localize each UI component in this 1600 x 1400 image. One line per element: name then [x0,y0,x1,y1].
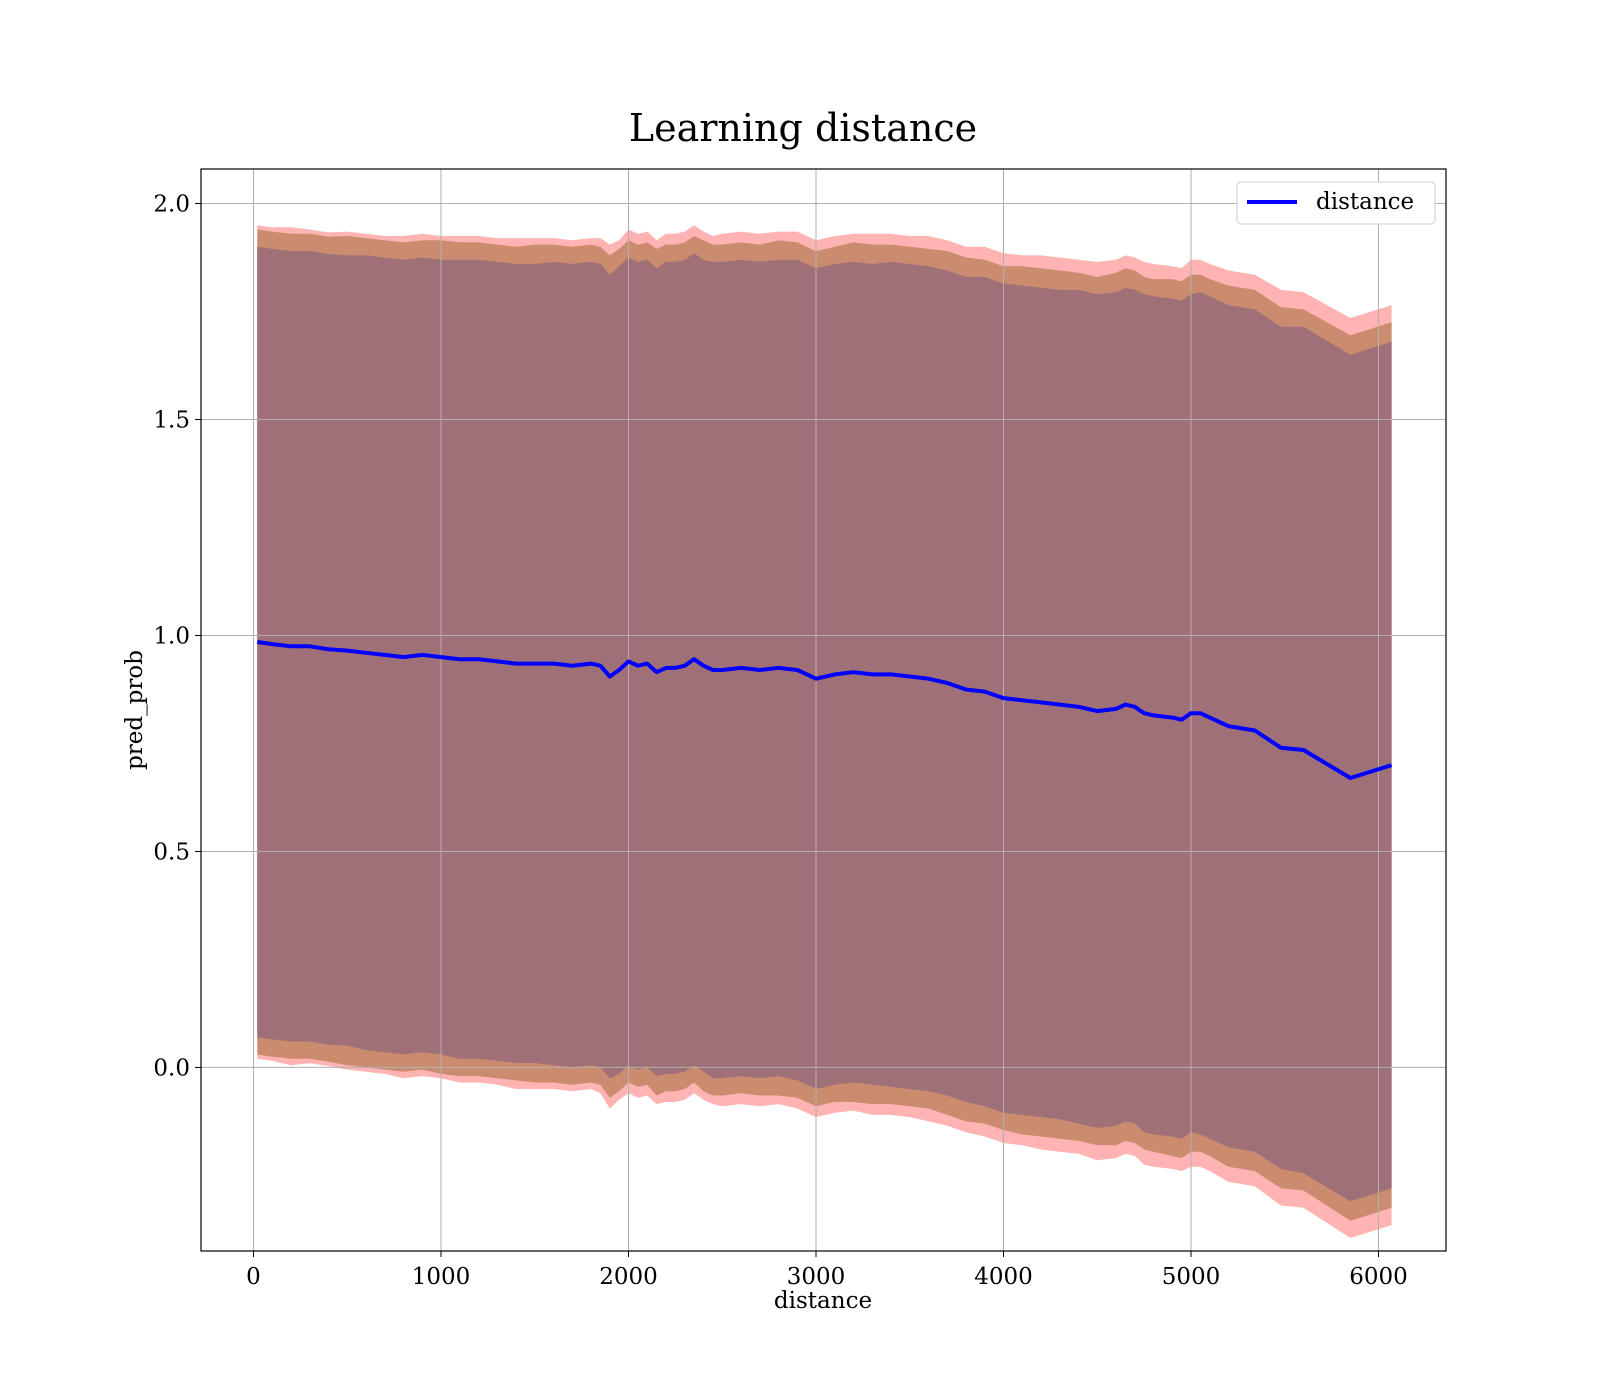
y-tick-label: 2.0 [153,192,190,218]
x-tick-label: 5000 [1162,1264,1221,1290]
legend: distance [1236,181,1436,225]
series-line-distance [257,640,1393,780]
x-axis-ticks: 0 1000 2000 3000 4000 5000 6000 [246,1251,1408,1290]
x-tick-label: 2000 [599,1264,658,1290]
x-tick-label: 6000 [1349,1264,1408,1290]
x-tick-label: 3000 [787,1264,846,1290]
chart-title: Learning distance [629,106,977,150]
x-tick-label: 4000 [974,1264,1033,1290]
plot-frame [200,168,1447,1252]
y-tick-label: 0.0 [153,1055,190,1081]
grid-lines [201,169,1446,1251]
series-layer [257,640,1393,780]
y-tick-label: 1.0 [153,623,190,649]
band-main [257,246,1392,1202]
legend-box [1236,181,1436,225]
x-tick-label: 1000 [412,1264,471,1290]
y-axis-ticks: 0.0 0.5 1.0 1.5 2.0 [153,192,201,1081]
legend-label: distance [1316,189,1414,215]
x-axis-label: distance [774,1288,872,1314]
y-tick-label: 1.5 [153,408,190,434]
plot-area [200,168,1447,1252]
y-tick-label: 0.5 [153,839,190,865]
x-tick-label: 0 [246,1264,261,1290]
confidence-bands [257,225,1392,1238]
y-axis-label: pred_prob [122,650,148,770]
